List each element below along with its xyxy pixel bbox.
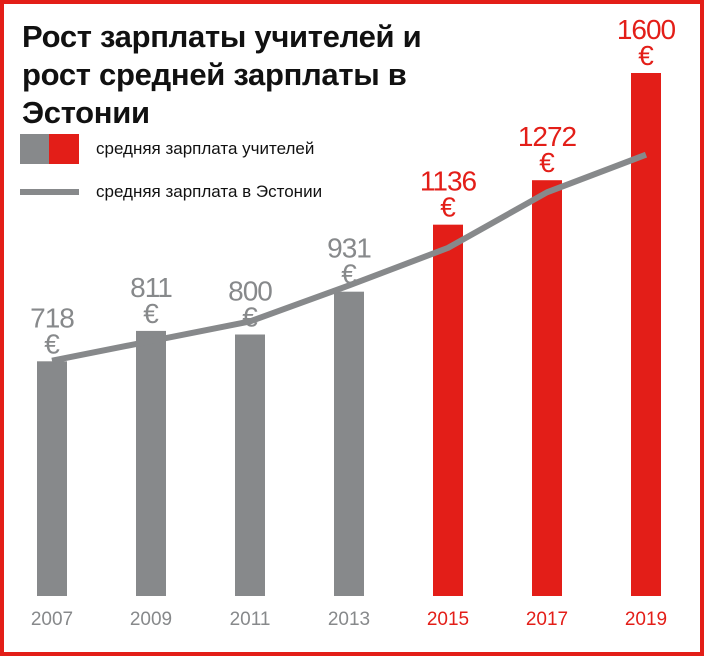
data-label-value-2017: 1272 [518,121,577,152]
x-tick-label-2007: 2007 [31,609,73,630]
legend-label-estonia: средняя зарплата в Эстонии [96,182,323,201]
data-label-value-2015: 1136 [420,166,477,197]
data-label-currency-2017: € [539,147,555,178]
x-tick-label-2013: 2013 [328,609,370,630]
bar-2017 [532,180,562,596]
legend-swatch-line [20,189,79,195]
data-label-value-2011: 800 [228,276,272,307]
legend-swatch-bars [20,134,49,164]
data-label-currency-2009: € [143,298,159,329]
data-label-value-2009: 811 [130,272,172,303]
data-label-value-2013: 931 [327,233,371,264]
x-tick-label-2017: 2017 [526,609,568,630]
bar-2013 [334,291,364,596]
data-label-value-2019: 1600 [617,14,676,45]
bar-2007 [37,361,67,596]
data-label-value-2007: 718 [30,302,74,333]
data-label-currency-2015: € [440,192,456,223]
x-tick-label-2009: 2009 [130,609,172,630]
bar-2011 [235,334,265,596]
x-tick-label-2019: 2019 [625,609,667,630]
bar-2009 [136,330,166,596]
chart-title: Рост зарплаты учителей и рост средней за… [22,19,422,130]
bar-2019 [631,73,661,596]
x-tick-label-2011: 2011 [230,609,271,630]
legend-swatch-bars-red [49,134,79,164]
x-tick-label-2015: 2015 [427,609,469,630]
data-label-currency-2007: € [44,328,60,359]
legend-label-teachers: средняя зарплата учителей [96,139,315,158]
data-label-currency-2019: € [638,40,654,71]
bar-2015 [433,224,463,597]
